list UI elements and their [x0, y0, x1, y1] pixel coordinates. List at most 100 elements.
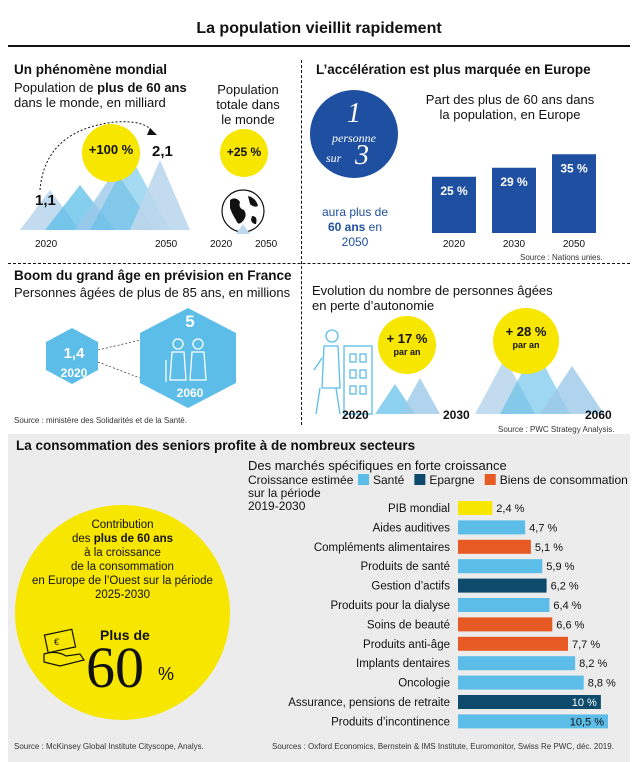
france-hexagons: [46, 308, 236, 408]
market-category-label: Produits de santé: [360, 561, 450, 573]
legend-label: Santé: [373, 473, 405, 487]
europe-heading: L’accélération est plus marquée en Europ…: [316, 62, 591, 77]
legend-swatch: [358, 474, 369, 485]
autonomy-growth1: + 17 %: [386, 331, 428, 346]
markets-bar-chart: Croissance estimée sur la période 2019-203…: [248, 473, 628, 729]
world-value-2020: 1,1: [35, 192, 56, 209]
autonomy-growth2: + 28 %: [505, 324, 547, 339]
globe-icon: [221, 189, 265, 234]
svg-text:€: €: [54, 637, 59, 647]
world-total-year-start: 2020: [210, 239, 233, 250]
market-bar: [458, 598, 550, 612]
market-bar: [458, 636, 568, 651]
europe-caption-pre: aura plus de: [321, 205, 389, 219]
market-bar: [458, 617, 553, 632]
circle-line1: Contribution: [91, 519, 154, 531]
market-bar: [458, 714, 608, 729]
autonomy-source: Source : PWC Strategy Analysis.: [498, 425, 615, 434]
market-value-label: 8,2 %: [579, 658, 607, 670]
market-category-label: Implants dentaires: [356, 658, 450, 670]
market-bar: [458, 559, 543, 574]
consumption-circle-text: Contribution des plus de 60 ans à la cro…: [20, 518, 225, 602]
market-category-label: Produits pour la dialyse: [330, 600, 450, 612]
elderly-walker-icon: [313, 329, 341, 415]
europe-chart-title: Part des plus de 60 ans dans la populati…: [425, 92, 595, 122]
europe-year-label: 2050: [563, 239, 586, 250]
world-total-circle: [220, 129, 268, 177]
europe-ratio-denominator: 3: [355, 140, 369, 171]
market-value-label: 6,4 %: [553, 600, 581, 612]
world-subtitle-pre: Population de: [14, 80, 98, 95]
legend-title: Croissance estimée sur la période 2019-203…: [248, 473, 354, 513]
world-total-label: Population totale dans le monde: [216, 82, 280, 127]
market-category-label: Soins de beauté: [367, 619, 450, 631]
france-year-2060: 2060: [176, 386, 204, 400]
big-value: 60: [86, 635, 144, 700]
circle-line2: des plus de 60 ans: [71, 533, 173, 545]
world-subtitle-post: dans le monde, en milliard: [14, 95, 166, 110]
section-divider-horizontal: [8, 263, 630, 264]
market-category-label: PIB mondial: [388, 503, 450, 515]
legend-label: Biens de consommation: [500, 473, 628, 487]
page-title: La population vieillit rapidement: [196, 20, 442, 37]
world-total-growth: +25 %: [226, 145, 262, 159]
autonomy-growth2-circle: [493, 308, 559, 374]
world-mountains: [20, 155, 190, 230]
circle-line4: de la consommation: [71, 561, 174, 573]
market-bar: [458, 520, 526, 535]
france-heading: Boom du grand âge en prévision en France: [14, 268, 292, 283]
autonomy-year-start: 2020: [342, 408, 369, 422]
europe-ratio-circle: [310, 90, 398, 178]
elderly-couple-icon: [165, 338, 207, 382]
europe-ratio-number: 1: [347, 98, 361, 129]
europe-ratio-word1: personne: [332, 131, 376, 145]
europe-ratio-word2: sur: [326, 151, 342, 165]
europe-bar: [492, 167, 536, 233]
autonomy-growth2-unit: par an: [512, 340, 540, 350]
europe-caption-post: en 2050: [341, 220, 383, 249]
section-divider-vertical: [301, 60, 302, 425]
consumption-circle: [15, 505, 230, 720]
market-category-label: Compléments alimentaires: [314, 542, 450, 554]
france-year-2020: 2020: [60, 366, 88, 380]
market-category-label: Assurance, pensions de retraite: [288, 697, 450, 709]
world-arc-arrow: [39, 121, 157, 191]
markets-title: Des marchés spécifiques en forte croissa…: [248, 458, 507, 473]
market-value-label: 6,6 %: [556, 619, 584, 631]
europe-bar: [552, 154, 596, 233]
market-value-label: 5,1 %: [535, 542, 563, 554]
market-category-label: Aides auditives: [373, 522, 451, 534]
world-year-start: 2020: [35, 239, 58, 250]
europe-bar-label: 25 %: [440, 184, 468, 198]
europe-year-label: 2030: [503, 239, 526, 250]
market-value-label: 5,9 %: [546, 561, 574, 573]
legend-swatch: [484, 474, 496, 485]
market-bar: [458, 656, 576, 671]
market-value-label: 7,7 %: [572, 639, 600, 651]
france-value-2060: 5: [185, 312, 195, 331]
world-heading: Un phénomène mondial: [14, 62, 168, 77]
world-growth-label: +100 %: [88, 142, 134, 157]
world-growth-circle: [82, 124, 140, 182]
world-subtitle: Population de plus de 60 ans dans le mon…: [14, 80, 204, 110]
market-value-label: 2,4 %: [496, 503, 524, 515]
money-hand-icon: €: [43, 628, 85, 667]
market-value-label: 4,7 %: [529, 522, 557, 534]
europe-bar-label: 29 %: [500, 175, 528, 189]
world-total-year-end: 2050: [255, 239, 278, 250]
big-unit: %: [158, 664, 175, 684]
autonomy-growth1-circle: [378, 316, 436, 374]
consumption-heading: La consommation des seniors profite à de…: [16, 438, 416, 453]
france-subtitle: Personnes âgées de plus de 85 ans, en mi…: [14, 285, 291, 300]
market-category-label: Produits anti-âge: [363, 639, 450, 651]
circle-line6: 2025-2030: [95, 589, 150, 601]
world-subtitle-bold: plus de 60 ans: [97, 80, 187, 95]
france-value-2020: 1,4: [63, 345, 85, 362]
market-category-label: Produits d’incontinence: [331, 716, 450, 728]
plus-de-label: Plus de: [100, 627, 150, 643]
legend-swatch: [414, 474, 426, 485]
europe-bar: [432, 176, 476, 233]
europe-bar-chart: 25 % 2020 29 % 2030 35 % 2050: [432, 154, 596, 250]
autonomy-illustration: [313, 329, 604, 415]
market-value-label: 6,2 %: [551, 581, 579, 593]
